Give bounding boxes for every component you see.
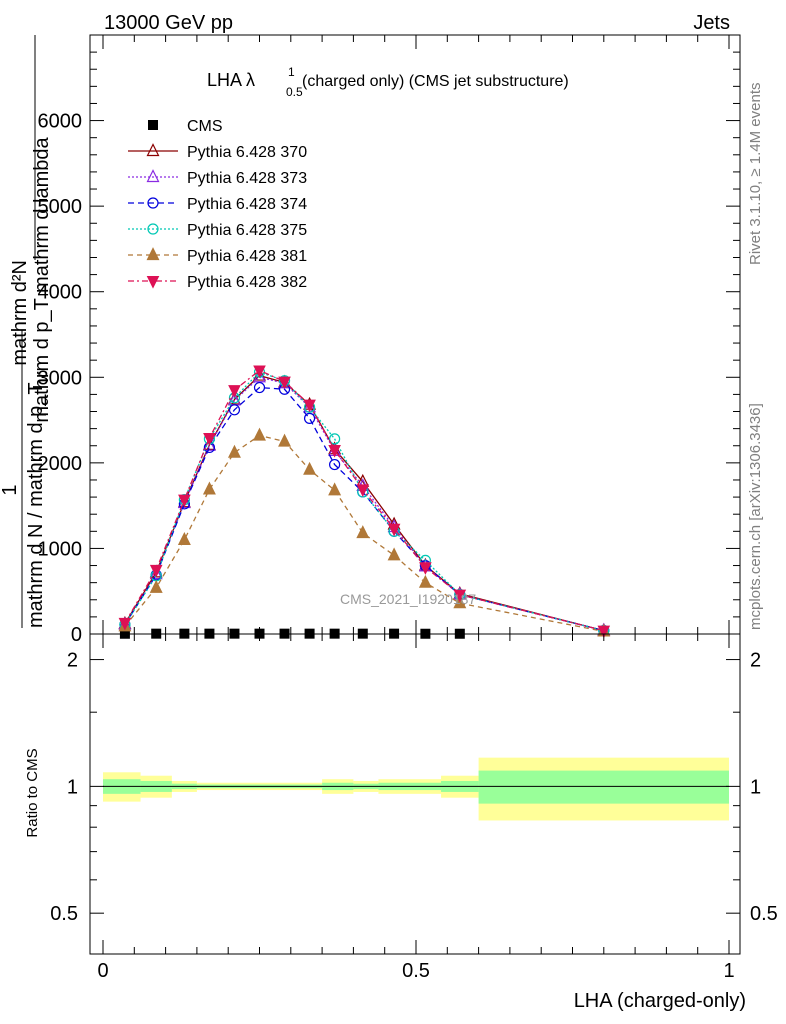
data-point [419, 562, 432, 575]
ratio-y-tick-label-right: 1 [750, 776, 761, 798]
side-rivet-label: Rivet 3.1.10, ≥ 1.4M events [747, 83, 764, 266]
legend-label: Pythia 6.428 381 [187, 248, 307, 265]
legend-marker [146, 276, 160, 289]
ratio-y-tick-label-right: 2 [750, 650, 761, 672]
legend-marker [146, 247, 160, 261]
legend-label: Pythia 6.428 375 [187, 222, 307, 239]
data-point [356, 525, 370, 539]
data-point [278, 433, 292, 447]
data-point [118, 617, 132, 631]
legend-entry: Pythia 6.428 375 [128, 222, 307, 239]
x-tick-label: 1 [723, 960, 734, 982]
main-plot-title-rest: (charged only) (CMS jet substructure) [302, 73, 569, 90]
data-point [177, 532, 191, 545]
legend-entry: Pythia 6.428 374 [128, 196, 307, 213]
legend-entry: Pythia 6.428 370 [128, 143, 307, 161]
data-point [328, 482, 342, 496]
legend-marker [146, 143, 160, 157]
header-process-label: Jets [693, 12, 730, 34]
main-plot-title: LHA λ [207, 70, 255, 90]
series-line [124, 369, 604, 632]
legend-marker [148, 120, 158, 130]
y-label-prefactor-den: mathrm d N / mathrm d p_T [25, 382, 47, 628]
ratio-y-axis-label: Ratio to CMS [24, 748, 41, 837]
data-point [178, 494, 191, 508]
ratio-y-tick-label: 1 [67, 776, 78, 798]
legend-entry: Pythia 6.428 373 [128, 169, 307, 187]
data-point [387, 523, 401, 537]
data-point [149, 564, 163, 578]
data-point [387, 547, 401, 561]
legend-marker [147, 223, 159, 235]
series-line [124, 371, 604, 632]
data-point [177, 495, 191, 509]
legend-label: Pythia 6.428 374 [187, 196, 307, 213]
ratio-y-tick-label-right: 0.5 [750, 903, 778, 925]
series-line [124, 386, 604, 632]
main-plot-ticks: 0 1000 2000 3000 4000 5000 6000 [38, 35, 740, 646]
ratio-y-tick-label: 2 [67, 650, 78, 672]
main-y-tick-label: 0 [71, 624, 82, 646]
data-point [303, 412, 316, 424]
data-point [202, 481, 216, 495]
main-y-axis-label: mathrm d²N mathrm d p_T mathrm d lambda … [0, 35, 53, 628]
data-point [453, 589, 467, 603]
data-point [253, 381, 266, 394]
main-y-tick-label: 6000 [38, 111, 83, 133]
main-y-tick-label: 3000 [38, 367, 83, 389]
main-y-tick-label: 4000 [38, 282, 83, 304]
x-tick-label: 0.5 [402, 960, 430, 982]
legend-label: Pythia 6.428 382 [187, 274, 307, 291]
data-point [329, 458, 341, 471]
data-point [149, 579, 163, 593]
y-label-prefactor-num: 1 [0, 484, 21, 495]
data-point [228, 385, 241, 398]
data-point [328, 445, 341, 458]
series-line [124, 434, 604, 633]
main-plot-title-sub: 0.5 [286, 85, 303, 99]
legend-marker [147, 197, 159, 209]
legend-entry: Pythia 6.428 381 [128, 247, 307, 265]
main-y-tick-label: 5000 [38, 196, 83, 218]
x-axis-label: LHA (charged-only) [574, 990, 746, 1012]
data-point [303, 399, 316, 413]
ratio-plot-frame [89, 633, 741, 955]
data-point [278, 376, 291, 390]
side-mcplots-label: mcplots.cern.ch [arXiv:1306.3436] [747, 403, 764, 630]
data-point [149, 566, 163, 580]
data-point [303, 461, 317, 475]
header-energy-label: 13000 GeV pp [104, 12, 233, 34]
main-y-tick-label: 2000 [38, 453, 83, 475]
legend-label: CMS [187, 118, 223, 135]
legend-label: Pythia 6.428 370 [187, 144, 307, 161]
legend: CMS Pythia 6.428 370 Pythia 6.428 373 Pythi… [128, 118, 307, 291]
y-label-denominator: mathrm d p_T mathrm d lambda [31, 136, 53, 422]
ratio-plot-ticks: 0.5 0.5 1 1 2 2 0 0.5 1 [50, 634, 778, 982]
data-point [203, 433, 216, 446]
legend-marker [146, 169, 160, 183]
x-tick-label: 0 [97, 960, 108, 982]
data-point [329, 433, 341, 445]
y-label-numerator: mathrm d²N [9, 260, 31, 366]
ratio-inner-band [478, 770, 729, 804]
legend-entry: Pythia 6.428 382 [128, 274, 307, 291]
series-6 [118, 365, 611, 639]
series-5 [118, 427, 611, 637]
analysis-watermark: CMS_2021_I1920187 [340, 591, 476, 607]
legend-entry: CMS [148, 118, 223, 135]
data-point [356, 484, 370, 498]
data-point [253, 365, 266, 379]
data-point [253, 427, 266, 441]
ratio-y-tick-label: 0.5 [50, 903, 78, 925]
data-point [597, 625, 611, 639]
data-point [228, 404, 241, 416]
ratio-bands [103, 757, 729, 821]
legend-label: Pythia 6.428 373 [187, 170, 307, 187]
data-point [227, 444, 241, 458]
main-y-tick-label: 1000 [38, 538, 83, 560]
data-point [418, 574, 432, 588]
main-plot-title-sup: 1 [288, 65, 295, 79]
